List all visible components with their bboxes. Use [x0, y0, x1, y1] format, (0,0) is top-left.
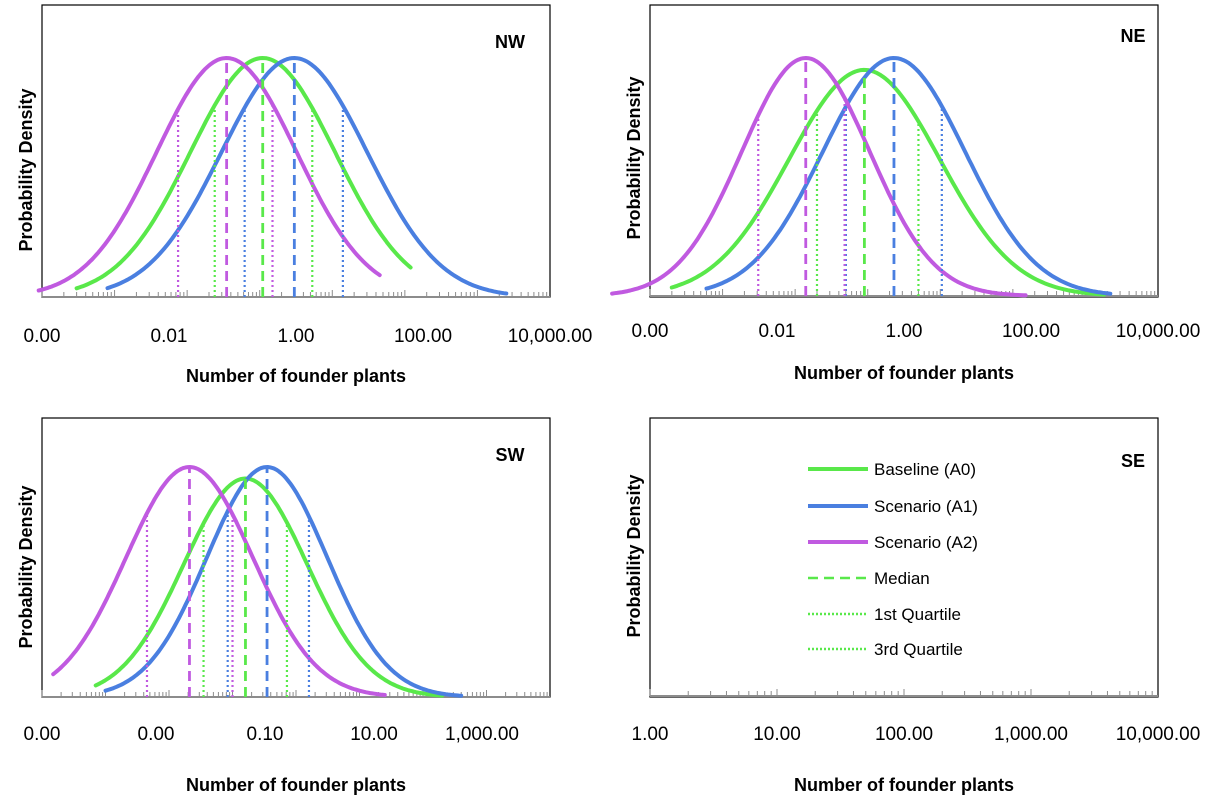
quartile-markers: [176, 58, 344, 297]
density-curve-scenario-a2: [610, 56, 1028, 298]
x-tick-label: 1,000.00: [994, 724, 1068, 745]
x-axis-label: Number of founder plants: [186, 366, 406, 386]
x-tick-label: 1,000.00: [445, 724, 519, 745]
y-axis-label: Probability Density: [16, 88, 36, 251]
density-curve-baseline: [93, 476, 445, 698]
region-label: NE: [1120, 26, 1145, 46]
x-tick-label: 100.00: [1002, 321, 1060, 342]
quartile-markers: [145, 467, 311, 697]
legend-label: 1st Quartile: [874, 605, 961, 624]
density-curve-scenario-a2: [51, 465, 387, 697]
x-axis-label: Number of founder plants: [794, 363, 1014, 383]
x-tick-label: 10,000.00: [1116, 724, 1201, 745]
x-tick-label: 10,000.00: [1116, 321, 1201, 342]
density-curve-scenario-a2: [36, 56, 382, 293]
density-curves: [610, 56, 1113, 298]
panel-sw: SW Probability Density Number of founder…: [16, 417, 551, 795]
x-tick-label: 0.01: [151, 326, 188, 347]
minor-ticks: [649, 689, 1153, 696]
density-curve-scenario-a1: [105, 56, 509, 296]
density-curves: [36, 56, 509, 296]
x-tick-label: 10.00: [753, 724, 801, 745]
y-axis-label: Probability Density: [624, 76, 644, 239]
density-curves: [51, 465, 464, 698]
legend-label: Baseline (A0): [874, 460, 976, 479]
y-axis-label: Probability Density: [16, 485, 36, 648]
x-tick-label: 1.00: [886, 321, 923, 342]
legend-label: Median: [874, 569, 930, 588]
region-label: SW: [496, 445, 525, 465]
density-curve-scenario-a1: [103, 465, 464, 698]
panel-nw: NW Probability Density Number of founder…: [16, 4, 593, 386]
x-tick-label: 0.10: [247, 724, 284, 745]
x-axis-label: Number of founder plants: [186, 775, 406, 795]
x-tick-label: 0.00: [24, 326, 61, 347]
density-curve-scenario-a1: [704, 56, 1113, 296]
legend-label: Scenario (A1): [874, 497, 978, 516]
x-tick-label: 1.00: [278, 326, 315, 347]
density-curve-baseline: [74, 56, 413, 291]
panel-ne: NE Probability Density Number of founder…: [610, 4, 1201, 383]
x-tick-label: 10,000.00: [508, 326, 593, 347]
minor-ticks: [41, 290, 548, 297]
legend-label: Scenario (A2): [874, 533, 978, 552]
y-axis-label: Probability Density: [624, 474, 644, 637]
x-tick-label: 0.01: [759, 321, 796, 342]
density-curve-baseline: [669, 67, 1106, 297]
x-tick-label: 100.00: [394, 326, 452, 347]
minor-ticks: [41, 690, 548, 697]
region-label: NW: [495, 32, 525, 52]
legend-label: 3rd Quartile: [874, 640, 963, 659]
x-tick-label: 10.00: [350, 724, 398, 745]
x-tick-label: 0.00: [632, 321, 669, 342]
x-tick-label: 100.00: [875, 724, 933, 745]
x-tick-label: 0.00: [138, 724, 175, 745]
x-tick-label: 0.00: [24, 724, 61, 745]
x-tick-label: 1.00: [632, 724, 669, 745]
region-label: SE: [1121, 451, 1145, 471]
panel-frame: [41, 417, 551, 698]
x-axis-label: Number of founder plants: [794, 775, 1014, 795]
panel-se: SE Probability Density Number of founder…: [624, 417, 1201, 795]
quartile-markers: [757, 58, 943, 296]
legend: Baseline (A0) Scenario (A1) Scenario (A2…: [808, 460, 978, 659]
